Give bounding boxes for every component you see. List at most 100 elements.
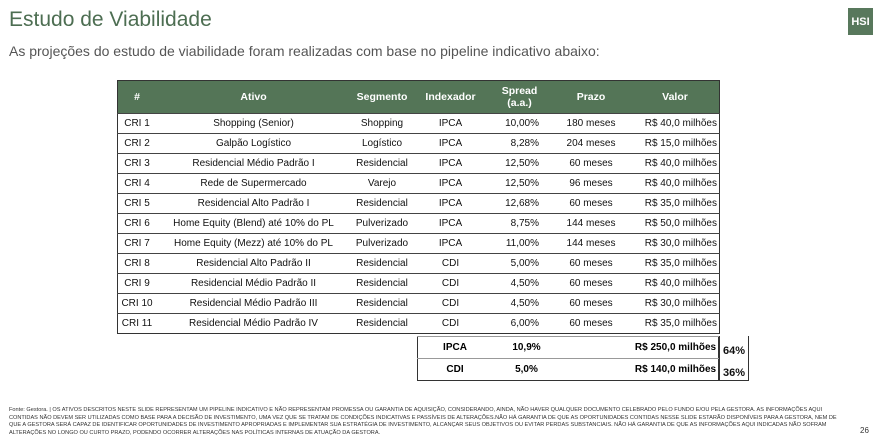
col-ativo: Ativo bbox=[156, 80, 351, 114]
col-number: # bbox=[117, 80, 156, 114]
cell-indexador: CDI bbox=[413, 293, 488, 314]
summary-pct-ipca: 64% bbox=[723, 345, 746, 357]
cell-spread: 12,50% bbox=[488, 173, 551, 194]
cell-spread: 10,00% bbox=[488, 113, 551, 134]
cell-valor: R$ 35,0 milhões bbox=[631, 313, 720, 334]
cell-prazo: 60 meses bbox=[551, 273, 631, 294]
summary-row-cdi: CDI 5,0% R$ 140,0 milhões bbox=[417, 358, 719, 381]
cell-prazo: 60 meses bbox=[551, 253, 631, 274]
summary-spread: 5,0% bbox=[492, 358, 561, 381]
cell-number: CRI 11 bbox=[117, 313, 156, 334]
cell-valor: R$ 50,0 milhões bbox=[631, 213, 720, 234]
col-prazo: Prazo bbox=[551, 80, 631, 114]
cell-valor: R$ 30,0 milhões bbox=[631, 293, 720, 314]
summary-pct-cdi: 36% bbox=[723, 367, 746, 379]
cell-ativo: Home Equity (Mezz) até 10% do PL bbox=[156, 233, 351, 254]
cell-indexador: IPCA bbox=[413, 213, 488, 234]
cell-number: CRI 6 bbox=[117, 213, 156, 234]
table-row: CRI 5 Residencial Alto Padrão I Residencia… bbox=[117, 193, 720, 214]
cell-indexador: IPCA bbox=[413, 193, 488, 214]
cell-ativo: Residencial Alto Padrão I bbox=[156, 193, 351, 214]
cell-segmento: Residencial bbox=[351, 153, 413, 174]
cell-ativo: Residencial Médio Padrão I bbox=[156, 153, 351, 174]
cell-valor: R$ 40,0 milhões bbox=[631, 113, 720, 134]
cell-number: CRI 4 bbox=[117, 173, 156, 194]
summary-valor: R$ 250,0 milhões bbox=[561, 336, 719, 359]
cell-indexador: IPCA bbox=[413, 113, 488, 134]
cell-spread: 4,50% bbox=[488, 273, 551, 294]
summary-indexador: IPCA bbox=[417, 336, 492, 359]
cell-prazo: 60 meses bbox=[551, 313, 631, 334]
cell-segmento: Residencial bbox=[351, 313, 413, 334]
cell-prazo: 60 meses bbox=[551, 193, 631, 214]
cell-valor: R$ 40,0 milhões bbox=[631, 153, 720, 174]
cell-segmento: Residencial bbox=[351, 293, 413, 314]
cell-segmento: Pulverizado bbox=[351, 233, 413, 254]
table-row: CRI 3 Residencial Médio Padrão I Residenci… bbox=[117, 153, 720, 174]
cell-valor: R$ 40,0 milhões bbox=[631, 273, 720, 294]
cell-segmento: Shopping bbox=[351, 113, 413, 134]
table-row: CRI 2 Galpão Logístico Logístico IPCA 8,28% 2… bbox=[117, 133, 720, 154]
cell-ativo: Galpão Logístico bbox=[156, 133, 351, 154]
col-spread: Spread (a.a.) bbox=[488, 80, 551, 114]
cell-valor: R$ 30,0 milhões bbox=[631, 233, 720, 254]
cell-spread: 6,00% bbox=[488, 313, 551, 334]
page-title: Estudo de Viabilidade bbox=[9, 8, 212, 31]
cell-indexador: IPCA bbox=[413, 233, 488, 254]
cell-segmento: Residencial bbox=[351, 273, 413, 294]
cell-number: CRI 9 bbox=[117, 273, 156, 294]
cell-segmento: Logístico bbox=[351, 133, 413, 154]
footnote: Fonte: Gestora. | OS ATIVOS DESCRITOS NE… bbox=[9, 407, 837, 436]
cell-ativo: Shopping (Senior) bbox=[156, 113, 351, 134]
cell-number: CRI 5 bbox=[117, 193, 156, 214]
table-row: CRI 11 Residencial Médio Padrão IV Residen… bbox=[117, 313, 720, 334]
col-segmento: Segmento bbox=[351, 80, 413, 114]
cell-prazo: 144 meses bbox=[551, 233, 631, 254]
cell-indexador: IPCA bbox=[413, 133, 488, 154]
cell-ativo: Residencial Médio Padrão II bbox=[156, 273, 351, 294]
table-row: CRI 10 Residencial Médio Padrão III Reside… bbox=[117, 293, 720, 314]
subtitle: As projeções do estudo de viabilidade fo… bbox=[9, 43, 600, 59]
cell-valor: R$ 35,0 milhões bbox=[631, 253, 720, 274]
cell-segmento: Varejo bbox=[351, 173, 413, 194]
cell-prazo: 204 meses bbox=[551, 133, 631, 154]
percentage-box: 64% 36% bbox=[719, 336, 749, 381]
pipeline-table: # Ativo Segmento Indexador Spread (a.a.)… bbox=[117, 80, 720, 334]
cell-spread: 12,50% bbox=[488, 153, 551, 174]
cell-number: CRI 10 bbox=[117, 293, 156, 314]
hsi-logo: HSI bbox=[848, 8, 873, 35]
cell-valor: R$ 40,0 milhões bbox=[631, 173, 720, 194]
table-row: CRI 6 Home Equity (Blend) até 10% do PL Pu… bbox=[117, 213, 720, 234]
cell-prazo: 144 meses bbox=[551, 213, 631, 234]
table-row: CRI 4 Rede de Supermercado Varejo IPCA 12,50… bbox=[117, 173, 720, 194]
cell-spread: 5,00% bbox=[488, 253, 551, 274]
cell-indexador: IPCA bbox=[413, 153, 488, 174]
cell-prazo: 60 meses bbox=[551, 293, 631, 314]
cell-spread: 4,50% bbox=[488, 293, 551, 314]
cell-segmento: Pulverizado bbox=[351, 213, 413, 234]
summary-area: IPCA 10,9% R$ 250,0 milhões CDI 5,0% R$ … bbox=[417, 336, 749, 381]
summary-spread: 10,9% bbox=[492, 336, 561, 359]
cell-indexador: CDI bbox=[413, 253, 488, 274]
col-valor: Valor bbox=[631, 80, 720, 114]
cell-segmento: Residencial bbox=[351, 193, 413, 214]
col-indexador: Indexador bbox=[413, 80, 488, 114]
cell-prazo: 60 meses bbox=[551, 153, 631, 174]
cell-ativo: Residencial Médio Padrão IV bbox=[156, 313, 351, 334]
table-row: CRI 8 Residencial Alto Padrão II Residenci… bbox=[117, 253, 720, 274]
cell-prazo: 96 meses bbox=[551, 173, 631, 194]
table-area: # Ativo Segmento Indexador Spread (a.a.)… bbox=[117, 80, 749, 381]
cell-indexador: CDI bbox=[413, 313, 488, 334]
cell-segmento: Residencial bbox=[351, 253, 413, 274]
cell-number: CRI 1 bbox=[117, 113, 156, 134]
cell-valor: R$ 15,0 milhões bbox=[631, 133, 720, 154]
summary-table: IPCA 10,9% R$ 250,0 milhões CDI 5,0% R$ … bbox=[417, 336, 720, 381]
page-number: 26 bbox=[860, 426, 869, 435]
cell-spread: 8,28% bbox=[488, 133, 551, 154]
cell-ativo: Rede de Supermercado bbox=[156, 173, 351, 194]
cell-ativo: Residencial Médio Padrão III bbox=[156, 293, 351, 314]
table-row: CRI 1 Shopping (Senior) Shopping IPCA 10,00%… bbox=[117, 113, 720, 134]
cell-number: CRI 7 bbox=[117, 233, 156, 254]
cell-number: CRI 3 bbox=[117, 153, 156, 174]
